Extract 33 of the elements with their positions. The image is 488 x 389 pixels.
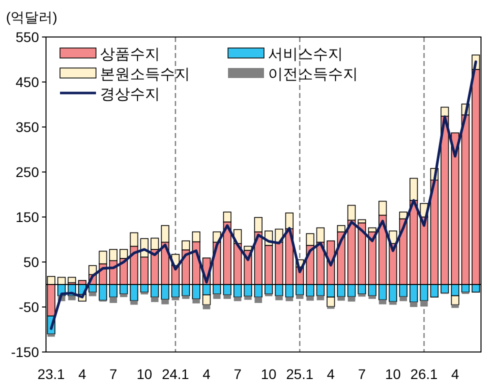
x-tick-label: 10 bbox=[136, 366, 152, 382]
y-tick-label: 550 bbox=[16, 29, 40, 45]
y-tick-label: 350 bbox=[16, 119, 40, 135]
y-axis-title: (억달러) bbox=[6, 9, 58, 25]
legend-item: 경상수지 bbox=[60, 86, 160, 103]
x-tick-label: 7 bbox=[109, 366, 118, 382]
x-tick-label: 26.1 bbox=[410, 366, 438, 382]
legend-label: 서비스수지 bbox=[268, 46, 343, 63]
x-tick-label: 4 bbox=[326, 366, 335, 382]
x-tick-label: 10 bbox=[260, 366, 277, 382]
legend-item: 이전소득수지 bbox=[228, 66, 358, 83]
y-tick-label: -50 bbox=[18, 299, 40, 315]
x-tick-label: 4 bbox=[78, 366, 86, 382]
y-tick-label: 450 bbox=[16, 74, 40, 90]
x-tick-label: 4 bbox=[451, 366, 460, 382]
legend-label: 경상수지 bbox=[100, 86, 160, 103]
x-tick-label: 7 bbox=[358, 366, 366, 382]
y-tick-label: 150 bbox=[16, 209, 40, 225]
x-tick-label: 4 bbox=[202, 366, 211, 382]
legend-label: 본원소득수지 bbox=[100, 66, 190, 83]
legend-item: 서비스수지 bbox=[228, 46, 343, 63]
x-tick-label: 10 bbox=[385, 366, 401, 382]
legend-item: 본원소득수지 bbox=[60, 66, 190, 83]
y-tick-label: 50 bbox=[23, 254, 40, 270]
y-tick-label: -150 bbox=[10, 344, 40, 360]
x-tick-label: 25.1 bbox=[286, 366, 314, 382]
legend-label: 이전소득수지 bbox=[268, 66, 358, 83]
x-tick-label: 23.1 bbox=[38, 366, 66, 382]
legend-label: 상품수지 bbox=[100, 46, 160, 63]
x-tick-label: 24.1 bbox=[162, 366, 190, 382]
y-tick-label: 250 bbox=[16, 164, 40, 180]
legend-item: 상품수지 bbox=[60, 46, 160, 63]
x-tick-label: 7 bbox=[234, 366, 242, 382]
